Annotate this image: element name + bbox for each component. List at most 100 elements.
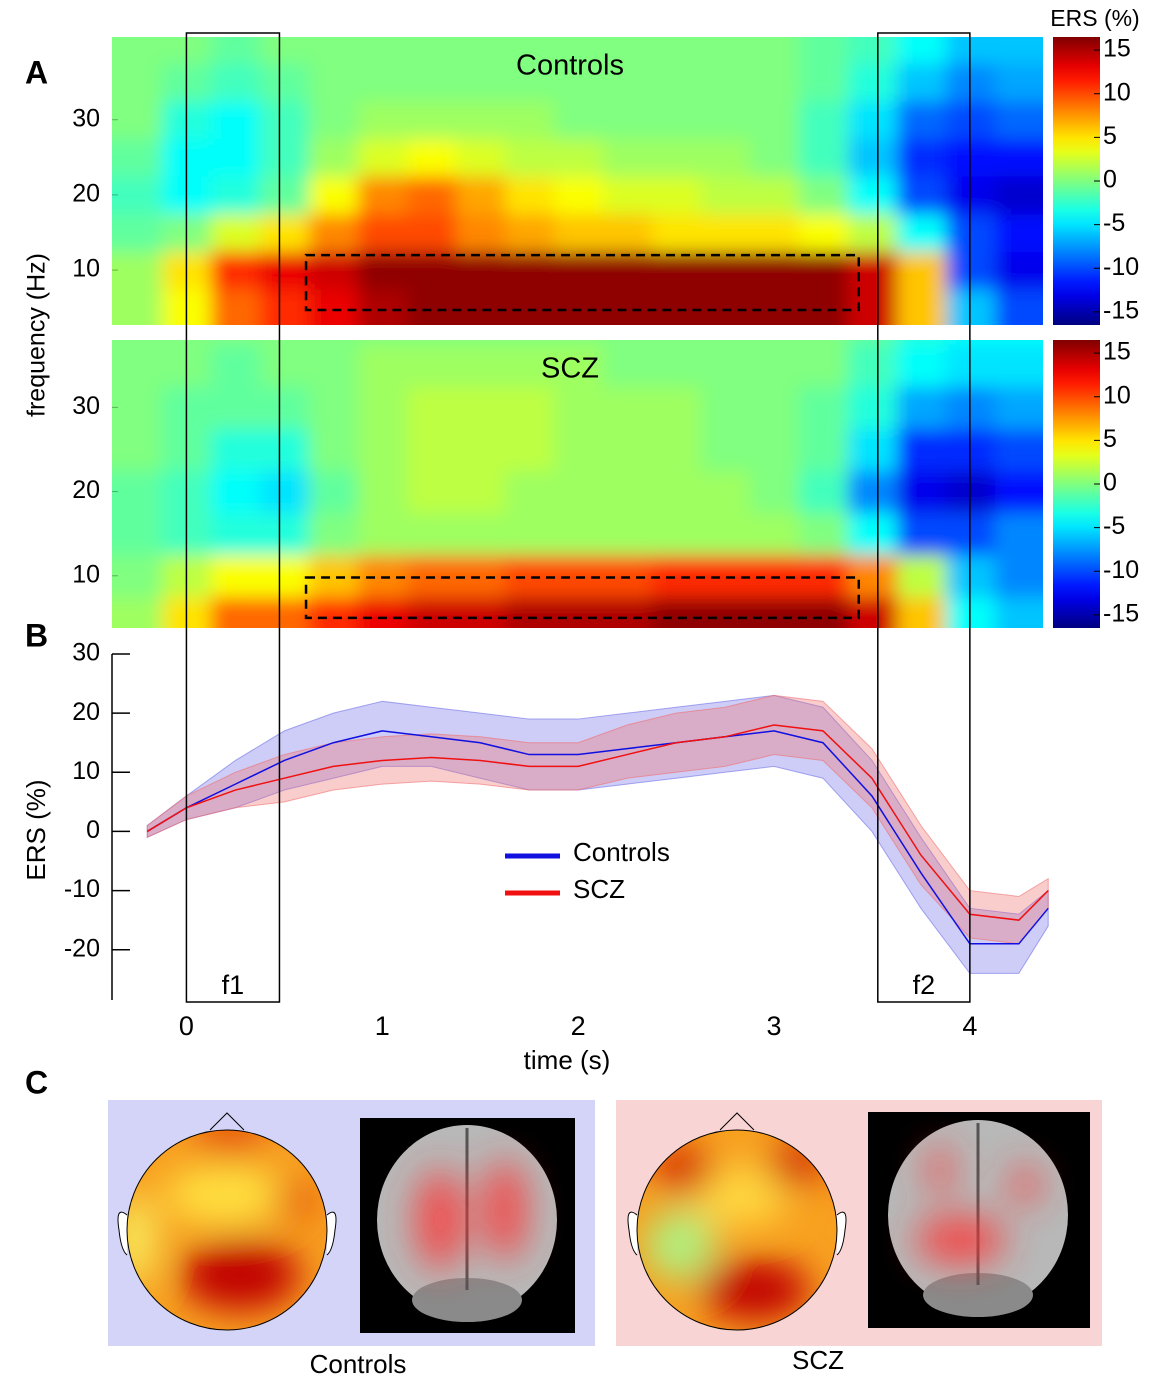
heatmap-cell xyxy=(504,386,555,429)
heatmap-cell xyxy=(553,288,604,325)
window-label: f2 xyxy=(913,970,936,1000)
heatmap-cell xyxy=(994,470,1043,514)
heatmap-cell xyxy=(994,138,1043,177)
heatmap-cell xyxy=(455,63,506,102)
heatmap-cell xyxy=(406,100,457,140)
heatmap-cell xyxy=(700,138,751,177)
heatmap-cell xyxy=(553,138,604,177)
heatmap-cell xyxy=(896,138,947,177)
panel-label: C xyxy=(25,1064,48,1100)
heatmap-cell xyxy=(700,470,751,514)
heatmap-cell xyxy=(112,100,163,140)
heatmap-cell xyxy=(308,344,359,387)
heatmap-cell xyxy=(847,100,898,140)
heatmap-cell xyxy=(210,288,261,325)
heatmap-cell xyxy=(308,37,359,64)
heatmap-cell xyxy=(553,470,604,514)
heatmap-cell xyxy=(602,512,653,556)
heatmap-cell xyxy=(651,344,702,387)
heatmap-cell xyxy=(994,251,1043,290)
heatmap-cell xyxy=(651,37,702,64)
heatmap-cell xyxy=(504,251,555,290)
heatmap-cell xyxy=(357,63,408,102)
heatmap-cell xyxy=(847,37,898,64)
heatmap-cell xyxy=(308,138,359,177)
panel-label: A xyxy=(25,54,48,90)
heatmap-cell xyxy=(994,596,1043,628)
heatmap-cell xyxy=(112,288,163,325)
heatmap-cell xyxy=(259,63,310,102)
heatmap-cell xyxy=(504,596,555,628)
heatmap-cell xyxy=(651,340,702,345)
heatmap-cell xyxy=(455,554,506,598)
brain-scz xyxy=(868,1112,1090,1328)
heatmap-cell xyxy=(945,251,996,290)
heatmap-cell xyxy=(798,386,849,429)
heatmap-cell xyxy=(504,512,555,556)
heatmap-cell xyxy=(994,554,1043,598)
heatmap-cell xyxy=(406,138,457,177)
heatmap-cell xyxy=(749,344,800,387)
heatmap-cell xyxy=(259,100,310,140)
heatmap-cell xyxy=(357,37,408,64)
heatmap-cell xyxy=(945,512,996,556)
heatmap-cell xyxy=(259,176,310,215)
y-tick-label: -20 xyxy=(64,934,100,962)
heatmap-cell xyxy=(896,554,947,598)
heatmap-cell xyxy=(896,340,947,345)
heatmap-cell xyxy=(994,288,1043,325)
heatmap-cell xyxy=(553,340,604,345)
heatmap-cell xyxy=(700,428,751,472)
colorbar-tick-label: 5 xyxy=(1103,122,1117,150)
heatmap-cell xyxy=(357,428,408,472)
heatmap-cell xyxy=(112,213,163,252)
heatmap-cell xyxy=(357,386,408,429)
heatmap-cell xyxy=(700,512,751,556)
heatmap-cell xyxy=(259,138,310,177)
heatmap-cell xyxy=(602,63,653,102)
heatmap-cell xyxy=(210,344,261,387)
heatmap-cell xyxy=(112,138,163,177)
heatmap-cell xyxy=(112,340,163,345)
colorbar-tick-label: 10 xyxy=(1103,381,1131,409)
heatmap-cell xyxy=(945,596,996,628)
heatmap-cell xyxy=(602,428,653,472)
heatmap-cell xyxy=(455,138,506,177)
heatmap-cell xyxy=(406,344,457,387)
heatmap-cell xyxy=(994,512,1043,556)
heatmap-cell xyxy=(308,63,359,102)
heatmap-cell xyxy=(210,37,261,64)
heatmap-cell xyxy=(406,251,457,290)
heatmap-cell xyxy=(553,213,604,252)
heatmap-cell xyxy=(112,512,163,556)
heatmap-cell xyxy=(308,176,359,215)
colorbar xyxy=(1053,340,1100,628)
heatmap-cell xyxy=(553,344,604,387)
heatmap-cell xyxy=(651,386,702,429)
heatmap xyxy=(112,37,1043,325)
legend-label: Controls xyxy=(573,837,670,867)
heatmap-cell xyxy=(749,63,800,102)
window-label: f1 xyxy=(222,970,245,1000)
topomap-controls xyxy=(117,1112,337,1331)
heatmap-cell xyxy=(504,213,555,252)
heatmap-cell xyxy=(210,470,261,514)
y-tick-label: 10 xyxy=(72,255,100,283)
heatmap-cell xyxy=(749,512,800,556)
time-window xyxy=(877,32,971,1003)
heatmap-cell xyxy=(112,176,163,215)
heatmap-cell xyxy=(749,288,800,325)
heatmap-cell xyxy=(357,138,408,177)
heatmap-cell xyxy=(504,428,555,472)
heatmap-cell xyxy=(798,344,849,387)
x-tick-label: 2 xyxy=(571,1011,586,1041)
heatmap-cell xyxy=(798,37,849,64)
heatmap-cell xyxy=(749,386,800,429)
heatmap-cell xyxy=(504,100,555,140)
heatmap-cell xyxy=(602,37,653,64)
y-axis-label: ERS (%) xyxy=(21,779,51,880)
heatmap-cell xyxy=(700,251,751,290)
heatmap-cell xyxy=(308,428,359,472)
heatmap-cell xyxy=(455,470,506,514)
heatmap-cell xyxy=(455,251,506,290)
